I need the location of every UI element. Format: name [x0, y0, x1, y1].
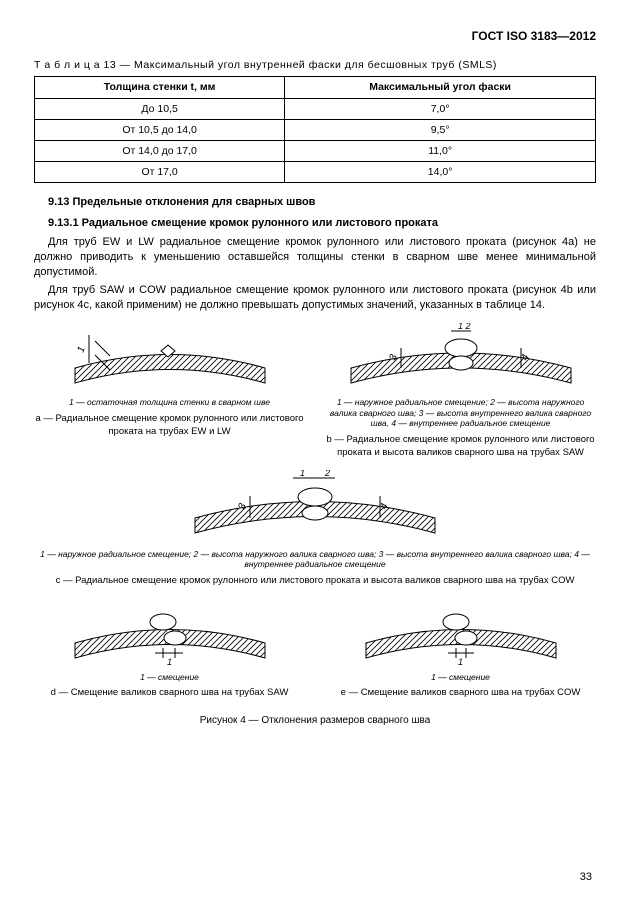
svg-text:2: 2	[324, 470, 330, 478]
table-cell: 11,0°	[285, 140, 596, 161]
heading-9-13: 9.13 Предельные отклонения для сварных ш…	[48, 195, 596, 210]
table-cell: От 10,5 до 14,0	[35, 119, 285, 140]
heading-9-13-1: 9.13.1 Радиальное смещение кромок рулонн…	[48, 216, 596, 231]
figure-c: 3 4 1 2 1 — наружное радиальное смещение…	[34, 470, 596, 588]
figure-c-caption: c — Радиальное смещение кромок рулонного…	[34, 575, 596, 588]
figure-a-legend: 1 — остаточная толщина стенки в сварном …	[34, 397, 305, 408]
page-number: 33	[580, 870, 592, 885]
figure-d: 1 1 — смещение d — Смещение валиков свар…	[34, 598, 305, 700]
table13-caption: Т а б л и ц а 13 — Максимальный угол вну…	[34, 58, 596, 72]
figure4-title: Рисунок 4 — Отклонения размеров сварного…	[34, 714, 596, 728]
table-cell: От 17,0	[35, 162, 285, 183]
figure-b-caption: b — Радиальное смещение кромок рулонного…	[325, 434, 596, 460]
svg-text:1: 1	[300, 470, 305, 478]
svg-text:1: 1	[458, 657, 463, 667]
figure-b-legend: 1 — наружное радиальное смещение; 2 — вы…	[325, 397, 596, 429]
figure-b: 3 4 1 2 1 — наружное радиальное смещение…	[325, 323, 596, 460]
figure-e: 1 1 — смещение e — Смещение валиков свар…	[325, 598, 596, 700]
table-cell: 9,5°	[285, 119, 596, 140]
figure-e-legend: 1 — смещение	[325, 672, 596, 683]
table13-h0: Толщина стенки t, мм	[35, 77, 285, 98]
table-cell: 14,0°	[285, 162, 596, 183]
figure-a: 1 1 — остаточная толщина стенки в сварно…	[34, 323, 305, 460]
figure-a-caption: a — Радиальное смещение кромок рулонного…	[34, 413, 305, 439]
para-2: Для труб SAW и COW радиальное смещение к…	[34, 283, 596, 313]
figure-e-caption: e — Смещение валиков сварного шва на тру…	[325, 687, 596, 700]
svg-text:1 2: 1 2	[458, 323, 471, 331]
figure-d-legend: 1 — смещение	[34, 672, 305, 683]
figure-c-legend: 1 — наружное радиальное смещение; 2 — вы…	[34, 549, 596, 570]
para-1: Для труб EW и LW радиальное смещение кро…	[34, 235, 596, 280]
table13: Толщина стенки t, мм Максимальный угол ф…	[34, 76, 596, 183]
figure-d-caption: d — Смещение валиков сварного шва на тру…	[34, 687, 305, 700]
table-cell: 7,0°	[285, 98, 596, 119]
svg-text:1: 1	[167, 657, 172, 667]
table-cell: От 14,0 до 17,0	[35, 140, 285, 161]
svg-text:1: 1	[75, 345, 87, 354]
table-cell: До 10,5	[35, 98, 285, 119]
document-id: ГОСТ ISO 3183—2012	[34, 28, 596, 44]
table13-h1: Максимальный угол фаски	[285, 77, 596, 98]
